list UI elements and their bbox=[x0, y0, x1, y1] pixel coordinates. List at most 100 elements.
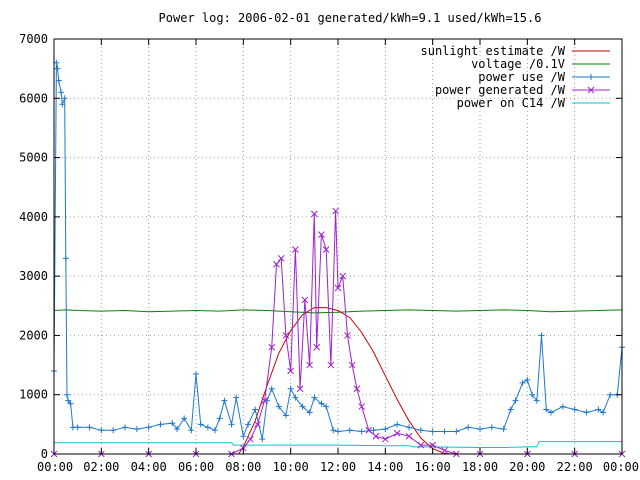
data-point bbox=[529, 391, 536, 398]
data-point bbox=[122, 424, 128, 431]
data-point bbox=[548, 409, 554, 416]
data-point bbox=[346, 427, 353, 434]
data-point bbox=[538, 332, 545, 339]
x-tick-label: 16:00 bbox=[415, 460, 451, 474]
data-point bbox=[252, 406, 259, 413]
data-point bbox=[157, 421, 164, 428]
series-power-use-w bbox=[51, 59, 625, 443]
x-tick-label: 08:00 bbox=[225, 460, 261, 474]
data-point bbox=[216, 415, 223, 422]
series-sunlight-estimate-w bbox=[238, 307, 452, 455]
data-point bbox=[61, 95, 68, 102]
y-tick-label: 1000 bbox=[19, 388, 48, 402]
data-point bbox=[245, 421, 252, 428]
data-point bbox=[292, 394, 299, 401]
y-tick-label: 7000 bbox=[19, 32, 48, 46]
data-point bbox=[394, 421, 401, 428]
data-point bbox=[607, 391, 614, 398]
series-line-sunlight-estimate-w bbox=[238, 307, 452, 455]
data-point bbox=[197, 421, 204, 428]
x-tick-label: 12:00 bbox=[320, 460, 356, 474]
data-point bbox=[417, 427, 424, 434]
y-tick-label: 6000 bbox=[19, 91, 48, 105]
x-tick-label: 22:00 bbox=[557, 460, 593, 474]
data-point bbox=[405, 432, 413, 440]
data-point bbox=[417, 441, 425, 449]
data-point bbox=[58, 89, 65, 96]
data-point bbox=[204, 424, 211, 431]
data-point bbox=[282, 332, 290, 339]
data-point bbox=[507, 406, 514, 413]
data-point bbox=[344, 332, 351, 339]
data-point bbox=[600, 409, 607, 416]
data-point bbox=[268, 343, 276, 351]
legend-label: power generated /W bbox=[435, 83, 566, 97]
data-point bbox=[188, 427, 195, 434]
data-point bbox=[488, 424, 495, 431]
data-point bbox=[277, 255, 285, 262]
data-point bbox=[372, 432, 380, 440]
data-point bbox=[533, 397, 540, 404]
y-tick-label: 4000 bbox=[19, 210, 48, 224]
data-point bbox=[59, 101, 66, 108]
data-point bbox=[54, 65, 61, 72]
x-tick-label: 18:00 bbox=[462, 460, 498, 474]
data-point bbox=[441, 428, 448, 435]
legend-label: voltage /0.1V bbox=[471, 57, 565, 71]
data-point bbox=[169, 420, 176, 427]
data-point bbox=[98, 427, 105, 434]
data-point bbox=[335, 428, 341, 435]
y-tick-label: 0 bbox=[41, 447, 48, 461]
data-point bbox=[313, 343, 321, 351]
data-point bbox=[330, 427, 337, 434]
x-tick-label: 06:00 bbox=[178, 460, 214, 474]
legend-label: sunlight estimate /W bbox=[421, 44, 566, 58]
data-point bbox=[133, 426, 140, 433]
data-point bbox=[273, 260, 280, 268]
axis-ticks: 0 1000 2000 3000 4000 5000 6000 7000 00:00 02:00 0… bbox=[19, 32, 639, 474]
data-point bbox=[543, 406, 550, 413]
data-point bbox=[268, 385, 275, 392]
data-point bbox=[512, 397, 519, 404]
data-point bbox=[62, 255, 69, 262]
data-point bbox=[519, 379, 526, 386]
data-point bbox=[559, 403, 566, 410]
legend-label: power on C14 /W bbox=[457, 96, 566, 110]
series-line-power-on-c14-w bbox=[54, 441, 622, 448]
data-point bbox=[287, 385, 294, 392]
data-point bbox=[583, 409, 590, 416]
data-point bbox=[332, 207, 339, 215]
data-point bbox=[353, 385, 361, 393]
data-point bbox=[393, 429, 401, 437]
x-tick-label: 04:00 bbox=[131, 460, 167, 474]
data-point bbox=[301, 296, 309, 304]
data-point bbox=[174, 426, 181, 433]
data-point bbox=[334, 284, 342, 292]
data-point bbox=[406, 424, 412, 431]
data-point bbox=[292, 246, 299, 253]
data-point bbox=[145, 424, 152, 431]
data-point bbox=[310, 210, 318, 218]
data-point bbox=[429, 428, 436, 435]
data-point bbox=[67, 400, 74, 407]
data-point bbox=[524, 376, 531, 383]
data-point bbox=[211, 427, 218, 434]
data-point bbox=[306, 409, 313, 416]
data-point bbox=[382, 426, 389, 433]
x-tick-label: 10:00 bbox=[273, 460, 309, 474]
data-point bbox=[110, 427, 117, 434]
data-point bbox=[500, 426, 507, 433]
data-point bbox=[254, 421, 261, 428]
data-point bbox=[247, 435, 254, 443]
y-tick-label: 3000 bbox=[19, 269, 48, 283]
data-point bbox=[323, 403, 330, 410]
legend-label: power use /W bbox=[478, 70, 565, 84]
data-point bbox=[370, 427, 377, 434]
data-point bbox=[381, 435, 389, 443]
data-point bbox=[240, 433, 247, 440]
data-point bbox=[261, 397, 268, 404]
data-point bbox=[465, 424, 472, 431]
data-point bbox=[595, 406, 602, 413]
legend-marker bbox=[587, 86, 595, 94]
